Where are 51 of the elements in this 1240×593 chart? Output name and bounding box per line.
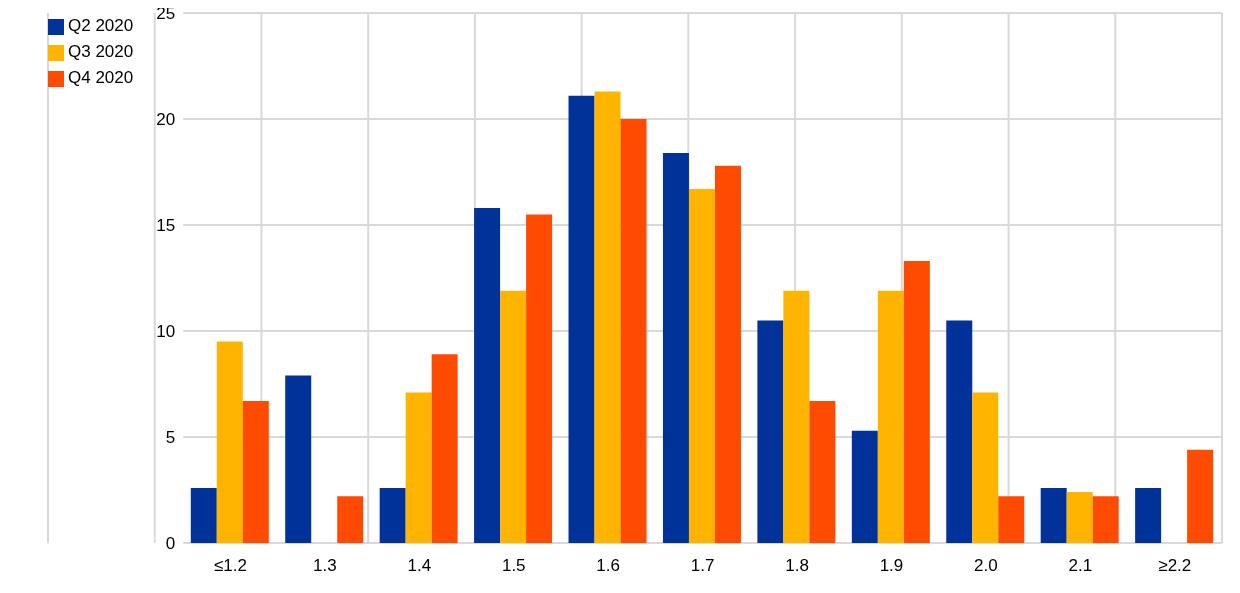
bar	[216, 341, 243, 543]
y-tick-label: 25	[156, 4, 176, 24]
bar	[242, 400, 269, 543]
y-tick-label: 15	[156, 216, 176, 236]
bar	[714, 165, 741, 543]
x-tick-label: 1.6	[596, 556, 620, 576]
bar	[474, 208, 501, 543]
x-tick-label: ≤1.2	[213, 556, 247, 576]
bar	[1066, 492, 1093, 543]
bar	[757, 320, 784, 543]
bar	[809, 400, 836, 543]
bar	[1040, 487, 1067, 543]
bar	[285, 375, 312, 543]
x-tick-label: 2.0	[974, 556, 998, 576]
bar	[662, 152, 689, 543]
bar	[190, 487, 217, 543]
bar	[379, 487, 406, 543]
legend-label: Q3 2020	[68, 42, 134, 61]
bar	[998, 496, 1025, 543]
bar	[972, 392, 999, 543]
bar	[1092, 496, 1119, 543]
bar	[688, 188, 715, 543]
bar	[526, 214, 553, 543]
x-tick-label: ≥2.2	[1158, 556, 1192, 576]
bar	[1187, 449, 1214, 543]
bar	[431, 354, 458, 543]
bar	[1135, 487, 1162, 543]
x-tick-label: 1.8	[785, 556, 809, 576]
y-tick-label: 10	[156, 322, 176, 342]
y-tick-label: 20	[156, 110, 176, 130]
bar	[337, 496, 364, 543]
x-tick-label: 1.5	[501, 556, 526, 576]
x-tick-label: 2.1	[1068, 556, 1093, 576]
bar	[903, 261, 930, 543]
x-tick-label: 1.7	[690, 556, 715, 576]
y-tick-label: 5	[165, 428, 176, 448]
bar	[946, 320, 973, 543]
bar	[568, 95, 595, 543]
bar	[620, 119, 647, 543]
legend-label: Q4 2020	[68, 68, 134, 87]
x-tick-label: 1.3	[313, 556, 337, 576]
bar	[851, 430, 878, 543]
x-tick-label: 1.4	[407, 556, 432, 576]
legend-label: Q2 2020	[68, 16, 134, 35]
bar	[500, 290, 527, 543]
bar	[594, 91, 621, 543]
bar	[783, 290, 810, 543]
x-tick-label: 1.9	[879, 556, 904, 576]
y-tick-label: 0	[165, 534, 176, 554]
bar	[405, 392, 432, 543]
bar	[877, 290, 904, 543]
